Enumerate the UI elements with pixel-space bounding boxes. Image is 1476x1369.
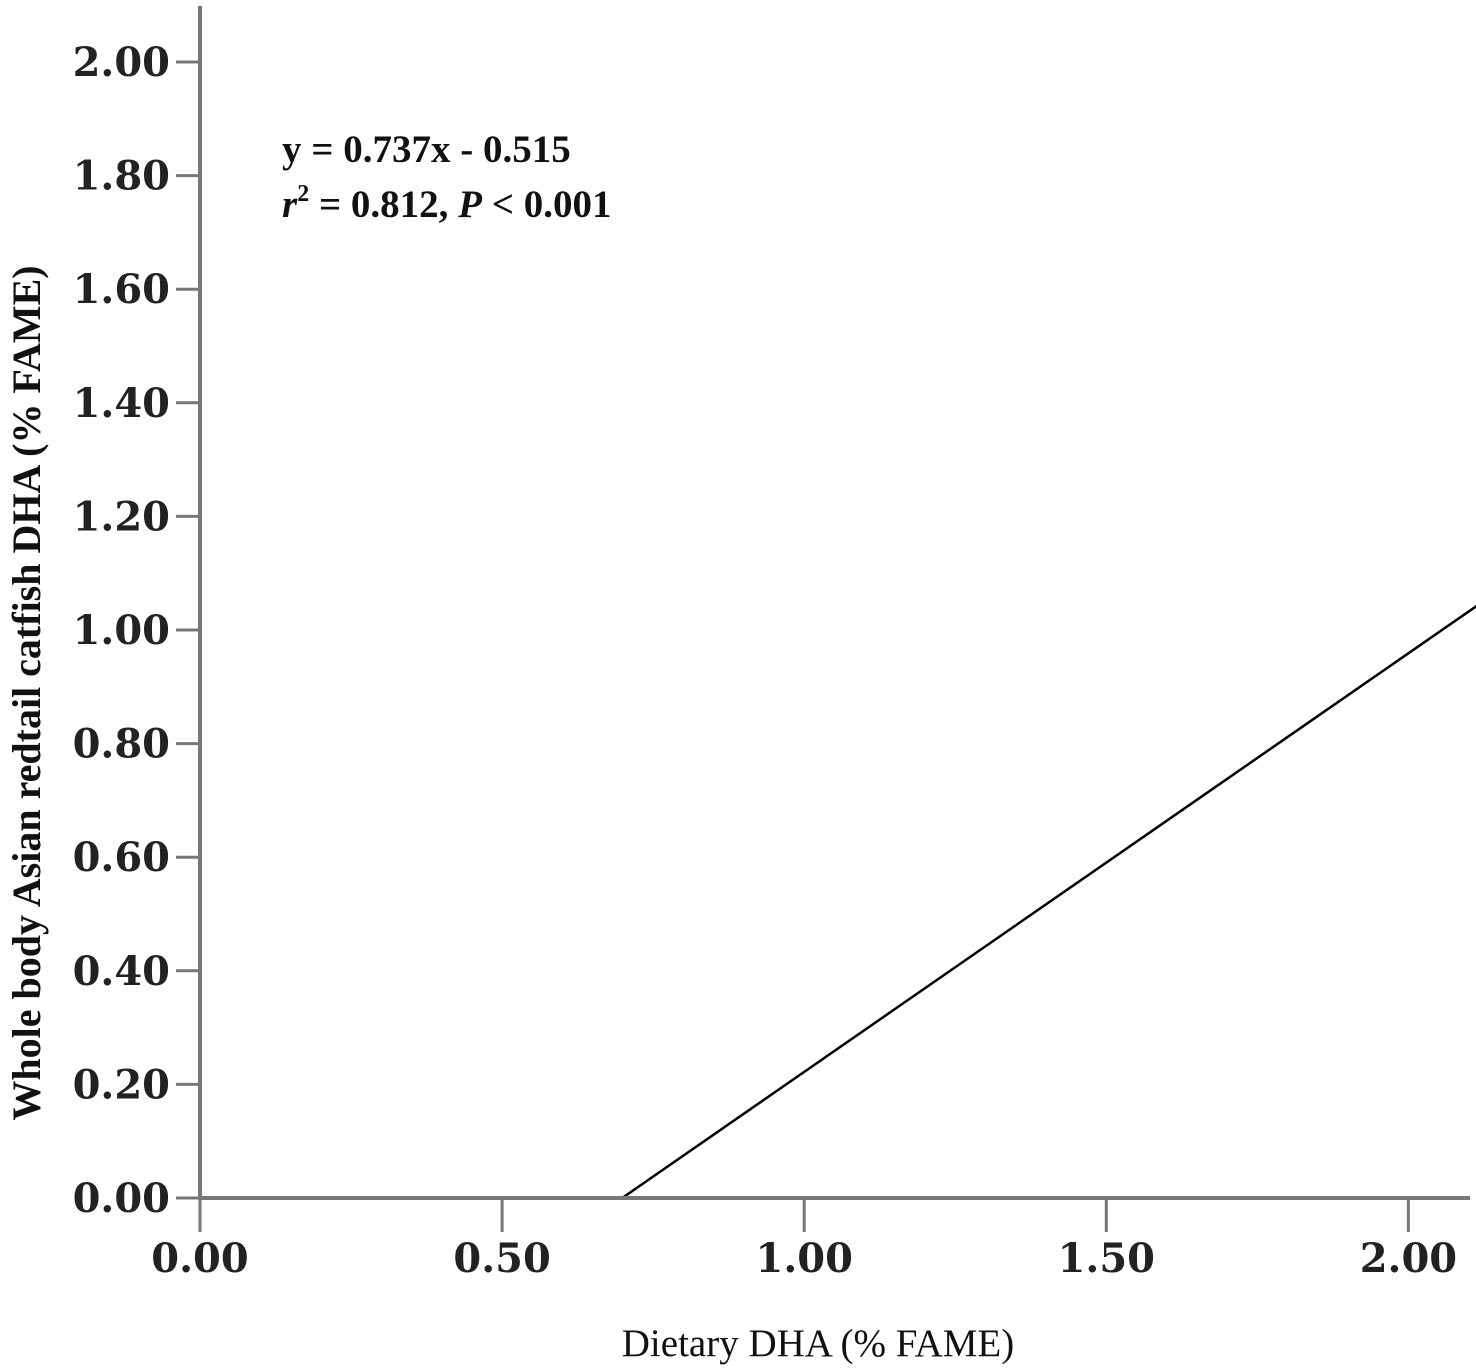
y-tick-label: 1.60 — [73, 266, 170, 313]
y-tick-label: 1.80 — [73, 153, 170, 200]
y-tick-label: 1.00 — [73, 607, 170, 654]
r2-value: = 0.812, — [309, 183, 458, 226]
y-axis-ticks: 0.00 0.20 0.40 0.60 0.80 1.00 1.20 1.40 1.60 1.80… — [73, 39, 200, 1222]
p-symbol: P — [457, 183, 483, 226]
y-tick-label: 0.00 — [73, 1175, 170, 1222]
y-tick-label: 1.20 — [73, 493, 170, 540]
x-axis-ticks: 0.000.501.001.502.002.503.003.504.00 — [151, 1198, 1457, 1282]
y-tick-label: 2.00 — [73, 39, 170, 86]
y-tick-label: 0.20 — [73, 1061, 170, 1108]
x-tick-label: 1.50 — [1058, 1235, 1155, 1282]
y-axis-title: Whole body Asian redtail catfish DHA (% … — [4, 265, 49, 1120]
x-tick-label: 0.50 — [453, 1235, 550, 1282]
y-tick-label: 1.40 — [73, 380, 170, 427]
r-symbol: r — [282, 183, 298, 226]
y-tick-label: 0.40 — [73, 948, 170, 995]
r-exponent: 2 — [297, 181, 309, 207]
y-tick-label: 0.60 — [73, 834, 170, 881]
x-tick-label: 1.00 — [755, 1235, 852, 1282]
p-value: < 0.001 — [482, 183, 611, 226]
y-tick-label: 0.80 — [73, 721, 170, 768]
regression-line — [621, 604, 1476, 1200]
x-tick-label: 2.00 — [1360, 1235, 1457, 1282]
regression-line-group — [621, 604, 1476, 1200]
regression-equation: y = 0.737x - 0.515 — [282, 128, 571, 171]
x-axis-title: Dietary DHA (% FAME) — [622, 1322, 1014, 1365]
regression-stats: r2 = 0.812, P < 0.001 — [282, 181, 611, 226]
x-tick-label: 0.00 — [151, 1235, 248, 1282]
